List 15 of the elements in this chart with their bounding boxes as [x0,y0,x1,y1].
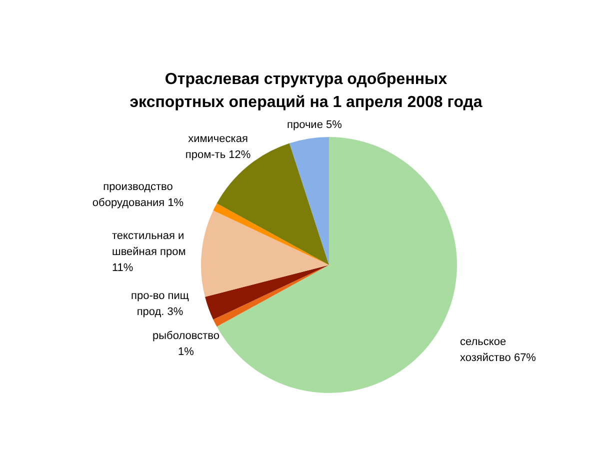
slice-label: сельское хозяйство 67% [460,336,536,364]
pie-slice [289,137,329,265]
pie-slice [213,265,329,327]
slice-label: рыболовство [152,330,220,342]
data-label: 1% [178,346,194,358]
data-label: 11% [112,262,134,274]
slice-label: про-во пищ прод. 3% [131,290,189,318]
slice-label: текстильная и швейная пром [112,230,186,258]
slice-label: производство оборудования 1% [92,181,184,209]
slice-label: прочие 5% [287,119,342,131]
pie-slice [205,265,329,320]
chart-title: Отраслевая структура одобренных экспортных операций на 1 апреля 2008 года [130,71,482,111]
slice-label: химическая пром-ть 12% [185,133,251,161]
pie-slice [201,210,329,297]
pie-slice [213,203,329,265]
